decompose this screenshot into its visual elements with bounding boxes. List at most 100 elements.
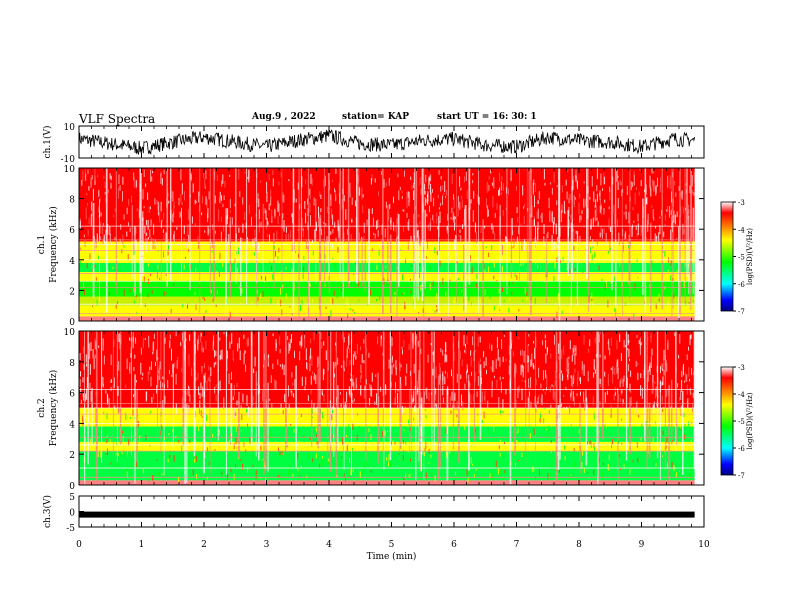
ch1-spectrogram-speckle bbox=[142, 189, 144, 200]
ch1-spectrogram-texture bbox=[519, 311, 521, 313]
ch1-spectrogram-texture bbox=[502, 287, 503, 292]
ch1-spectrogram-speckle bbox=[84, 239, 86, 248]
ch1-spectrogram-speckle bbox=[96, 233, 98, 242]
ch1-spectrogram-speckle bbox=[88, 217, 90, 224]
ch2-spectrogram-speckle bbox=[150, 376, 152, 387]
ch2-spectrogram-texture bbox=[557, 412, 559, 420]
ch1-spectrogram-speckle bbox=[277, 216, 279, 225]
ch2-spectrogram-speckle bbox=[219, 355, 221, 361]
ch2-spectrogram-impulse-stripe bbox=[409, 389, 410, 460]
ch2-spectrogram-speckle bbox=[244, 350, 246, 354]
ch1-spectrogram-speckle bbox=[87, 202, 88, 206]
ch1-spectrogram-speckle bbox=[224, 181, 226, 188]
ch1-spectrogram-texture bbox=[553, 276, 555, 283]
ch2-spectrogram-speckle bbox=[180, 342, 182, 346]
ch2-spectrogram-speckle bbox=[405, 376, 407, 386]
ch2-spectrogram-texture bbox=[252, 464, 254, 467]
ch2-spectrogram-speckle bbox=[247, 407, 249, 418]
ch1-spectrogram-impulse-stripe bbox=[347, 168, 349, 282]
ch2-spectrogram-speckle bbox=[522, 349, 523, 356]
ch1-spectrogram-impulse-stripe bbox=[499, 204, 501, 307]
ch2-spectrogram-impulse-stripe bbox=[267, 382, 269, 473]
ch2-spectrogram-speckle bbox=[620, 378, 621, 383]
ch1-spectrogram-speckle bbox=[150, 219, 152, 226]
ch2-spectrogram-texture bbox=[619, 467, 621, 470]
ch2-spectrogram-speckle bbox=[480, 377, 482, 385]
xtick-label: 5 bbox=[389, 540, 395, 550]
ch2-spectrogram-speckle bbox=[618, 394, 620, 402]
ch1-spectrogram-texture bbox=[569, 269, 571, 274]
ch2-spectrogram-speckle bbox=[270, 375, 272, 383]
ch2-spectrogram-texture bbox=[455, 471, 457, 476]
ch1-spectrogram-texture bbox=[333, 290, 335, 296]
ch1-spectrogram-texture bbox=[566, 264, 568, 271]
ch1-spectrogram-speckle bbox=[659, 185, 661, 193]
ch1-spectrogram-speckle bbox=[505, 207, 507, 211]
ch1-spectrogram-impulse-stripe bbox=[396, 217, 398, 321]
ch2-spectrogram-speckle bbox=[368, 352, 370, 358]
ch2-spectrogram-speckle bbox=[291, 390, 293, 396]
ch1-spectrogram-impulse-stripe bbox=[140, 168, 142, 309]
ch2-spectrogram-texture bbox=[218, 429, 220, 436]
ch2-spectrogram-texture bbox=[221, 471, 223, 476]
ch2-spectrogram-texture bbox=[175, 435, 177, 439]
ch2-spectrogram-speckle bbox=[466, 336, 468, 344]
ch2-spectrogram-speckle bbox=[639, 337, 641, 349]
ch1-spectrogram-impulse-stripe bbox=[629, 168, 631, 298]
ch1-spectrogram-texture bbox=[351, 250, 353, 255]
ch1-spectrogram-texture bbox=[461, 289, 463, 293]
ch1-spectrogram-speckle bbox=[622, 242, 624, 252]
ch1-spectrogram-speckle bbox=[83, 234, 85, 238]
ch1-spectrogram-speckle bbox=[100, 221, 102, 234]
ch2-spectrogram-speckle bbox=[237, 343, 239, 352]
ch2-spectrogram-speckle bbox=[275, 339, 277, 351]
ch1-spectrogram-speckle bbox=[318, 217, 320, 226]
ch2-spectrogram-speckle bbox=[527, 396, 529, 407]
ch2-spectrogram-speckle bbox=[269, 398, 271, 401]
ch1-spectrogram-texture bbox=[443, 305, 444, 309]
ch1-spectrogram-texture bbox=[599, 278, 601, 279]
ch2-spectrogram-texture bbox=[260, 445, 262, 451]
ch1-spectrogram-texture bbox=[276, 250, 278, 256]
ch1-spectrogram-texture bbox=[448, 285, 450, 291]
ch2-spectrogram-speckle bbox=[117, 406, 119, 415]
ch2-spectrogram-speckle bbox=[442, 385, 444, 396]
ch1-spectrogram-speckle bbox=[272, 178, 274, 187]
ch2-spectrogram-texture bbox=[103, 421, 105, 423]
ch2-spectrogram-speckle bbox=[281, 363, 283, 370]
ch2-spectrogram-speckle bbox=[583, 391, 585, 403]
ch2-spectrogram-texture bbox=[589, 437, 590, 444]
ch1-spectrogram-speckle bbox=[156, 199, 158, 205]
ch2-spectrogram-speckle bbox=[98, 345, 100, 348]
ch2-spectrogram-texture bbox=[557, 445, 559, 447]
ch1-spectrogram-texture bbox=[219, 252, 221, 260]
ch1-spectrogram-texture bbox=[434, 310, 436, 313]
ch1-spectrogram-speckle bbox=[388, 177, 390, 186]
ch1-spectrogram-texture bbox=[176, 252, 178, 256]
ch2-spectrogram-texture bbox=[198, 424, 200, 431]
ch1-spectrogram-texture bbox=[556, 311, 558, 318]
ch1-spectrogram-texture bbox=[508, 307, 510, 313]
ch2-spectrogram-speckle bbox=[571, 376, 573, 387]
ch1-spectrogram-speckle bbox=[488, 175, 490, 180]
ch2-spectrogram-speckle bbox=[560, 370, 562, 374]
ch2-spectrogram-impulse-stripe bbox=[446, 388, 449, 481]
ch2-spectrogram-speckle bbox=[681, 370, 683, 378]
ch2-spectrogram-speckle bbox=[363, 388, 365, 399]
ch1-spectrogram-speckle bbox=[464, 176, 465, 183]
ch1-spectrogram-texture bbox=[325, 306, 327, 310]
ch2-spectrogram-speckle bbox=[198, 386, 200, 395]
ch1-spectrogram-texture bbox=[559, 259, 561, 264]
ch2-spectrogram-speckle bbox=[567, 357, 569, 368]
ch2-spectrogram-speckle bbox=[495, 358, 497, 369]
ch1-spectrogram-texture bbox=[554, 285, 556, 288]
ch1-spectrogram-band-0 bbox=[79, 305, 695, 317]
ch2-spectrogram-speckle bbox=[275, 380, 277, 390]
ch1-spectrogram-colorbar-tick-label: -5 bbox=[738, 254, 745, 262]
ch2-spectrogram-impulse-stripe bbox=[659, 381, 661, 480]
ch1-spectrogram-texture bbox=[147, 293, 149, 298]
ch2-spectrogram-speckle bbox=[469, 383, 471, 388]
ch1-spectrogram-texture bbox=[148, 261, 150, 267]
ch2-spectrogram-speckle bbox=[348, 335, 349, 346]
ch1-spectrogram-texture bbox=[622, 255, 624, 258]
